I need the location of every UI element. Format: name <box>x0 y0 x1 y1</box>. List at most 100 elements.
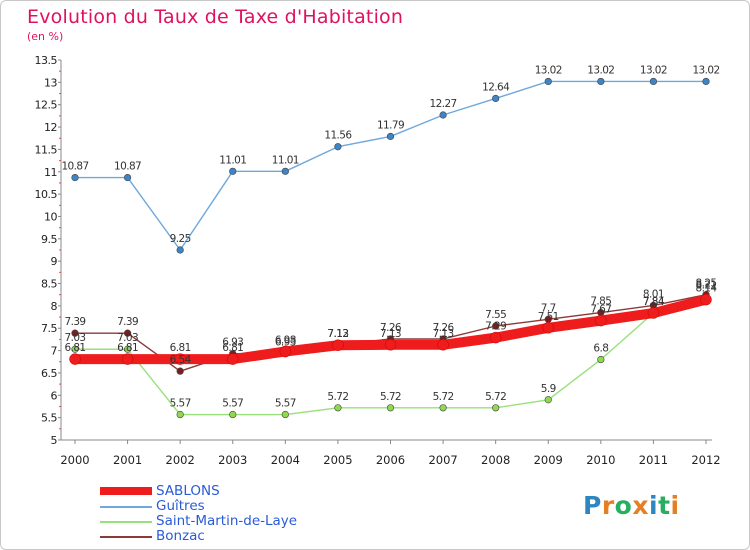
data-label: 13.02 <box>535 64 562 76</box>
data-point <box>492 322 500 330</box>
legend: SABLONS Guîtres Saint-Martin-de-Laye Bon… <box>100 483 360 544</box>
legend-label-sablons: SABLONS <box>156 483 220 499</box>
data-label: 6.8 <box>593 343 608 355</box>
y-tick-label: 10 <box>44 210 57 223</box>
data-point <box>386 132 395 141</box>
y-tick-label: 5 <box>51 434 58 447</box>
data-label: 7.84 <box>643 296 665 308</box>
data-label: 7.13 <box>433 328 454 340</box>
data-point <box>176 246 184 254</box>
x-tick-label: 2012 <box>691 453 720 467</box>
data-label: 5.72 <box>485 391 506 403</box>
data-label: 7.13 <box>380 328 401 340</box>
y-tick-label: 10.5 <box>35 188 58 201</box>
data-label: 13.02 <box>692 64 719 76</box>
data-label: 7.7 <box>541 302 556 314</box>
y-tick-label: 7.5 <box>41 322 57 335</box>
data-label: 6.81 <box>222 342 243 354</box>
data-point <box>597 355 605 364</box>
legend-swatch-sablons <box>100 487 152 495</box>
data-label: 11.56 <box>324 130 352 142</box>
x-tick-label: 2007 <box>428 453 457 467</box>
data-point <box>386 404 395 412</box>
data-label: 7.13 <box>327 328 348 340</box>
data-label: 8.21 <box>696 279 717 291</box>
data-point <box>227 353 239 365</box>
data-point <box>544 396 552 404</box>
data-point <box>123 345 132 353</box>
y-tick-label: 11 <box>44 166 57 179</box>
data-label: 7.29 <box>485 321 506 333</box>
data-point <box>229 167 237 175</box>
y-tick-label: 8.5 <box>41 278 57 291</box>
data-label: 7.03 <box>117 332 138 344</box>
data-point <box>334 143 342 151</box>
legend-swatch-saint-martin <box>100 521 152 523</box>
y-tick-label: 12.5 <box>35 99 58 112</box>
legend-label-bonzac: Bonzac <box>156 528 205 544</box>
y-tick-label: 8 <box>51 300 58 313</box>
data-point <box>492 404 500 412</box>
data-label: 7.67 <box>590 304 611 316</box>
y-tick-label: 6 <box>51 389 58 402</box>
data-label: 7.26 <box>433 322 455 334</box>
data-label: 13.02 <box>640 64 667 76</box>
data-point <box>597 77 605 86</box>
data-label: 5.72 <box>327 391 348 403</box>
data-label: 7.12 <box>327 328 348 340</box>
brand-letter: i <box>649 491 659 520</box>
y-tick-label: 9.5 <box>41 233 57 246</box>
y-tick-label: 9 <box>51 255 58 268</box>
data-point <box>229 410 237 419</box>
data-label: 5.57 <box>275 398 296 410</box>
x-tick-label: 2004 <box>271 453 300 467</box>
data-point <box>174 353 186 365</box>
chart-title: Evolution du Taux de Taxe d'Habitation <box>27 6 404 28</box>
data-label: 5.57 <box>170 398 191 410</box>
data-point <box>176 410 184 419</box>
data-label: 7.03 <box>65 332 86 344</box>
brand-logo: Proxiti <box>583 491 680 520</box>
data-label: 7.51 <box>538 311 559 323</box>
data-label: 7.55 <box>485 309 506 321</box>
data-label: 5.57 <box>222 398 243 410</box>
data-point <box>123 329 132 337</box>
legend-item-bonzac: Bonzac <box>100 528 360 544</box>
data-label: 11.01 <box>272 154 299 166</box>
data-point <box>123 173 132 182</box>
data-label: 7.84 <box>643 296 665 308</box>
x-tick-label: 2005 <box>323 453 352 467</box>
data-label: 7.85 <box>590 296 611 308</box>
data-point <box>71 345 79 353</box>
legend-swatch-guitres <box>100 506 152 508</box>
data-label: 7.26 <box>380 322 402 334</box>
x-tick-label: 2002 <box>166 453 195 467</box>
data-label: 7.39 <box>117 316 138 328</box>
x-tick-label: 2011 <box>639 453 668 467</box>
legend-swatch-bonzac <box>100 536 152 538</box>
data-point <box>595 314 607 327</box>
data-point <box>71 173 79 182</box>
y-tick-label: 12 <box>44 121 57 134</box>
x-tick-label: 2006 <box>376 453 405 467</box>
x-tick-label: 2008 <box>481 453 510 467</box>
brand-letter: o <box>614 491 633 520</box>
data-point <box>544 77 552 86</box>
legend-item-sablons: SABLONS <box>100 483 360 499</box>
y-tick-label: 11.5 <box>35 143 58 156</box>
legend-label-guitres: Guîtres <box>156 498 205 514</box>
data-label: 6.81 <box>117 342 138 354</box>
data-point <box>281 167 289 175</box>
data-label: 5.9 <box>541 383 556 395</box>
data-point <box>279 345 292 358</box>
brand-letter: P <box>583 491 602 520</box>
data-label: 9.25 <box>170 233 191 245</box>
data-point <box>69 353 81 365</box>
data-label: 6.93 <box>222 337 243 349</box>
brand-letter: r <box>601 491 615 520</box>
data-label: 10.87 <box>61 161 88 173</box>
data-label: 6.81 <box>65 342 86 354</box>
series-line-1 <box>74 80 707 251</box>
data-point <box>384 339 397 351</box>
